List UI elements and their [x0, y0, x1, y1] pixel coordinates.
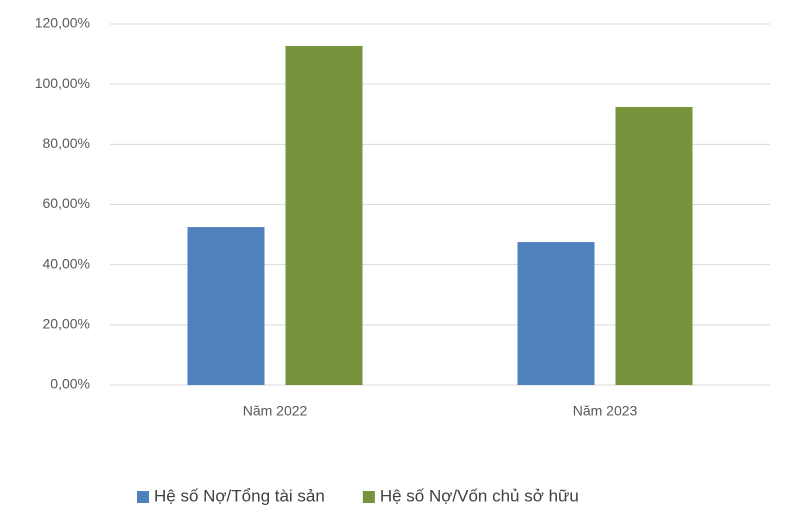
y-tick-label: 0,00% — [50, 376, 90, 392]
legend-swatch — [137, 491, 149, 503]
bar — [285, 45, 363, 385]
bar — [615, 107, 693, 385]
bar — [187, 227, 265, 385]
y-tick-label: 120,00% — [35, 15, 90, 31]
y-tick-label: 100,00% — [35, 75, 90, 91]
bar — [517, 242, 595, 385]
y-tick-label: 40,00% — [43, 255, 90, 271]
x-tick-label: Năm 2022 — [243, 403, 308, 419]
legend-label: Hệ số Nợ/Vốn chủ sở hữu — [380, 486, 579, 505]
y-tick-label: 20,00% — [43, 316, 90, 332]
y-tick-label: 80,00% — [43, 135, 90, 151]
legend-swatch — [362, 491, 375, 503]
legend-label: Hệ số Nợ/Tổng tài sản — [154, 486, 325, 505]
y-tick-label: 60,00% — [43, 195, 90, 211]
x-tick-label: Năm 2023 — [573, 403, 638, 419]
